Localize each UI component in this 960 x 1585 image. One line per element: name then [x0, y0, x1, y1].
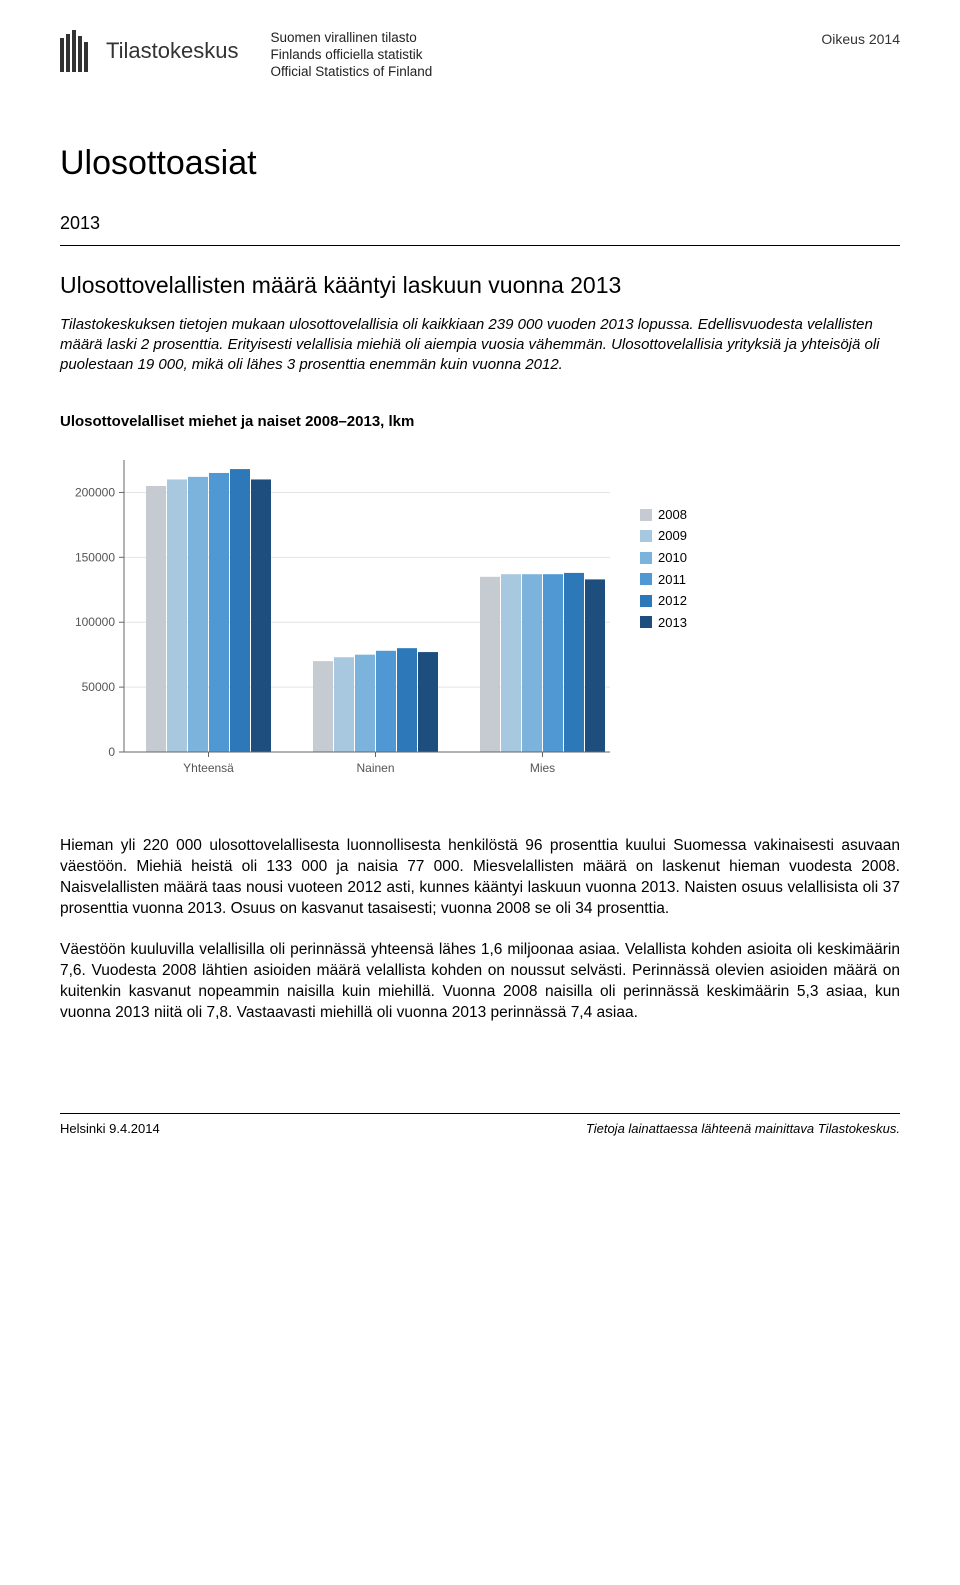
- chart-svg-container: 0 50000 100000 150000 200000 Yhteensä Nainen Mi…: [60, 446, 620, 792]
- legend-label: 2013: [658, 614, 687, 632]
- legend-label: 2009: [658, 527, 687, 545]
- header-line-2: Finlands officiella statistik: [270, 47, 900, 64]
- legend-swatch: [640, 552, 652, 564]
- header-center-text: Suomen virallinen tilasto Finlands offic…: [270, 30, 900, 81]
- svg-text:200000: 200000: [75, 485, 115, 499]
- legend-item: 2011: [640, 571, 687, 589]
- legend-label: 2010: [658, 549, 687, 567]
- legend-swatch: [640, 530, 652, 542]
- footer-left: Helsinki 9.4.2014: [60, 1120, 160, 1138]
- svg-text:Mies: Mies: [530, 761, 555, 775]
- footer-right: Tietoja lainattaessa lähteenä mainittava…: [586, 1120, 900, 1138]
- body-paragraph-1: Hieman yli 220 000 ulosottovelallisesta …: [60, 836, 900, 920]
- legend-swatch: [640, 573, 652, 585]
- org-name: Tilastokeskus: [106, 36, 238, 66]
- legend-swatch: [640, 509, 652, 521]
- header-line-1: Suomen virallinen tilasto: [270, 30, 900, 47]
- svg-text:0: 0: [108, 745, 115, 759]
- year-line: 2013: [60, 211, 900, 235]
- svg-text:150000: 150000: [75, 550, 115, 564]
- legend-item: 2012: [640, 592, 687, 610]
- chart-legend: 2008 2009 2010 2011 2012 2013: [640, 506, 687, 635]
- bar-chart: 0 50000 100000 150000 200000 Yhteensä Nainen Mi…: [60, 446, 620, 786]
- chart-area: 0 50000 100000 150000 200000 Yhteensä Nainen Mi…: [60, 446, 900, 792]
- header-line-3: Official Statistics of Finland: [270, 64, 900, 81]
- svg-text:50000: 50000: [82, 680, 116, 694]
- intro-paragraph: Tilastokeskuksen tietojen mukaan ulosott…: [60, 315, 900, 376]
- logo-bars-icon: [60, 30, 98, 72]
- page-footer: Helsinki 9.4.2014 Tietoja lainattaessa l…: [60, 1113, 900, 1138]
- legend-swatch: [640, 595, 652, 607]
- subtitle: Ulosottovelallisten määrä kääntyi laskuu…: [60, 270, 900, 301]
- divider: [60, 245, 900, 246]
- svg-text:Yhteensä: Yhteensä: [183, 761, 234, 775]
- legend-label: 2008: [658, 506, 687, 524]
- svg-text:Nainen: Nainen: [356, 761, 394, 775]
- legend-item: 2008: [640, 506, 687, 524]
- logo: Tilastokeskus: [60, 30, 238, 72]
- chart-title: Ulosottovelalliset miehet ja naiset 2008…: [60, 412, 900, 432]
- header-right-label: Oikeus 2014: [821, 30, 900, 49]
- page-header: Tilastokeskus Suomen virallinen tilasto …: [60, 30, 900, 81]
- legend-swatch: [640, 616, 652, 628]
- legend-item: 2013: [640, 614, 687, 632]
- legend-label: 2012: [658, 592, 687, 610]
- svg-text:100000: 100000: [75, 615, 115, 629]
- legend-label: 2011: [658, 571, 686, 589]
- legend-item: 2010: [640, 549, 687, 567]
- page-title: Ulosottoasiat: [60, 141, 900, 187]
- body-paragraph-2: Väestöön kuuluvilla velallisilla oli per…: [60, 940, 900, 1024]
- legend-item: 2009: [640, 527, 687, 545]
